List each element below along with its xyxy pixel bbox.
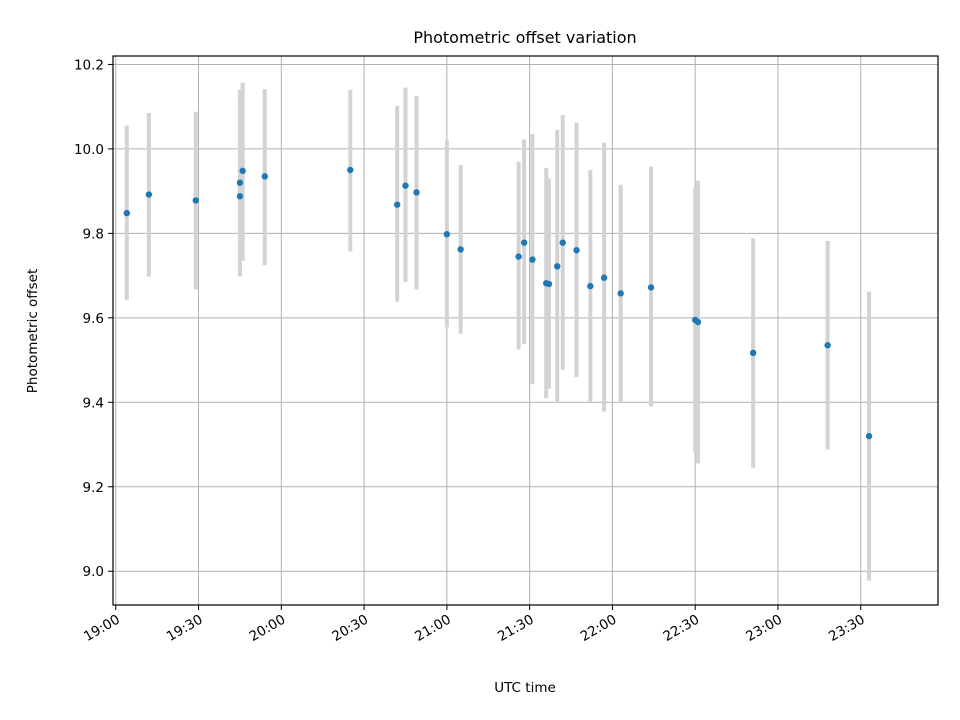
data-point xyxy=(402,182,409,189)
data-point xyxy=(824,342,831,349)
data-point xyxy=(443,231,451,238)
data-point xyxy=(600,274,608,281)
data-point xyxy=(559,239,566,246)
data-point xyxy=(192,197,199,204)
x-tick-label: 23:00 xyxy=(743,612,785,645)
x-tick-label: 23:30 xyxy=(826,612,868,645)
data-point xyxy=(545,280,553,288)
data-point xyxy=(236,179,244,186)
data-point xyxy=(413,189,420,196)
data-point xyxy=(529,256,536,263)
data-point xyxy=(393,201,401,208)
x-tick-label: 22:30 xyxy=(660,612,702,645)
y-tick-label: 9.0 xyxy=(83,564,104,580)
y-tick-label: 10.2 xyxy=(74,57,104,73)
data-point xyxy=(457,246,464,253)
data-point xyxy=(617,290,624,297)
chart-title: Photometric offset variation xyxy=(413,28,636,47)
y-tick-label: 9.4 xyxy=(83,395,104,411)
x-tick-label: 19:00 xyxy=(81,612,123,645)
x-tick-label: 19:30 xyxy=(164,612,206,645)
x-axis-label: UTC time xyxy=(494,680,556,696)
data-point xyxy=(647,284,655,291)
data-point xyxy=(347,166,354,174)
plot-frame xyxy=(112,55,939,606)
x-tick-label: 21:00 xyxy=(412,612,454,645)
data-point xyxy=(573,247,580,254)
data-point xyxy=(749,349,757,357)
data-point xyxy=(261,173,268,180)
data-point xyxy=(515,253,522,260)
data-point xyxy=(236,193,244,200)
data-point xyxy=(520,239,528,246)
data-point xyxy=(145,191,153,198)
data-point xyxy=(694,318,702,326)
y-tick-label: 9.2 xyxy=(83,480,104,496)
data-point xyxy=(554,263,561,270)
data-points xyxy=(123,166,873,440)
y-tick-label: 9.8 xyxy=(83,226,104,242)
x-tick-label: 20:30 xyxy=(329,612,371,645)
y-axis-label: Photometric offset xyxy=(25,269,41,393)
data-point xyxy=(865,432,873,440)
y-tick-label: 10.0 xyxy=(74,142,104,158)
x-tick-label: 21:30 xyxy=(495,612,537,645)
x-tick-label: 22:00 xyxy=(578,612,620,645)
data-point xyxy=(239,167,246,175)
data-point xyxy=(587,282,594,290)
x-tick-label: 20:00 xyxy=(247,612,289,645)
error-bars xyxy=(124,82,872,581)
y-tick-label: 9.6 xyxy=(83,311,104,327)
data-point xyxy=(123,209,130,217)
axis-ticks: 19:00 19:30 20:00 20:30 21:00 21:30 22:00 22:30… xyxy=(74,57,868,644)
